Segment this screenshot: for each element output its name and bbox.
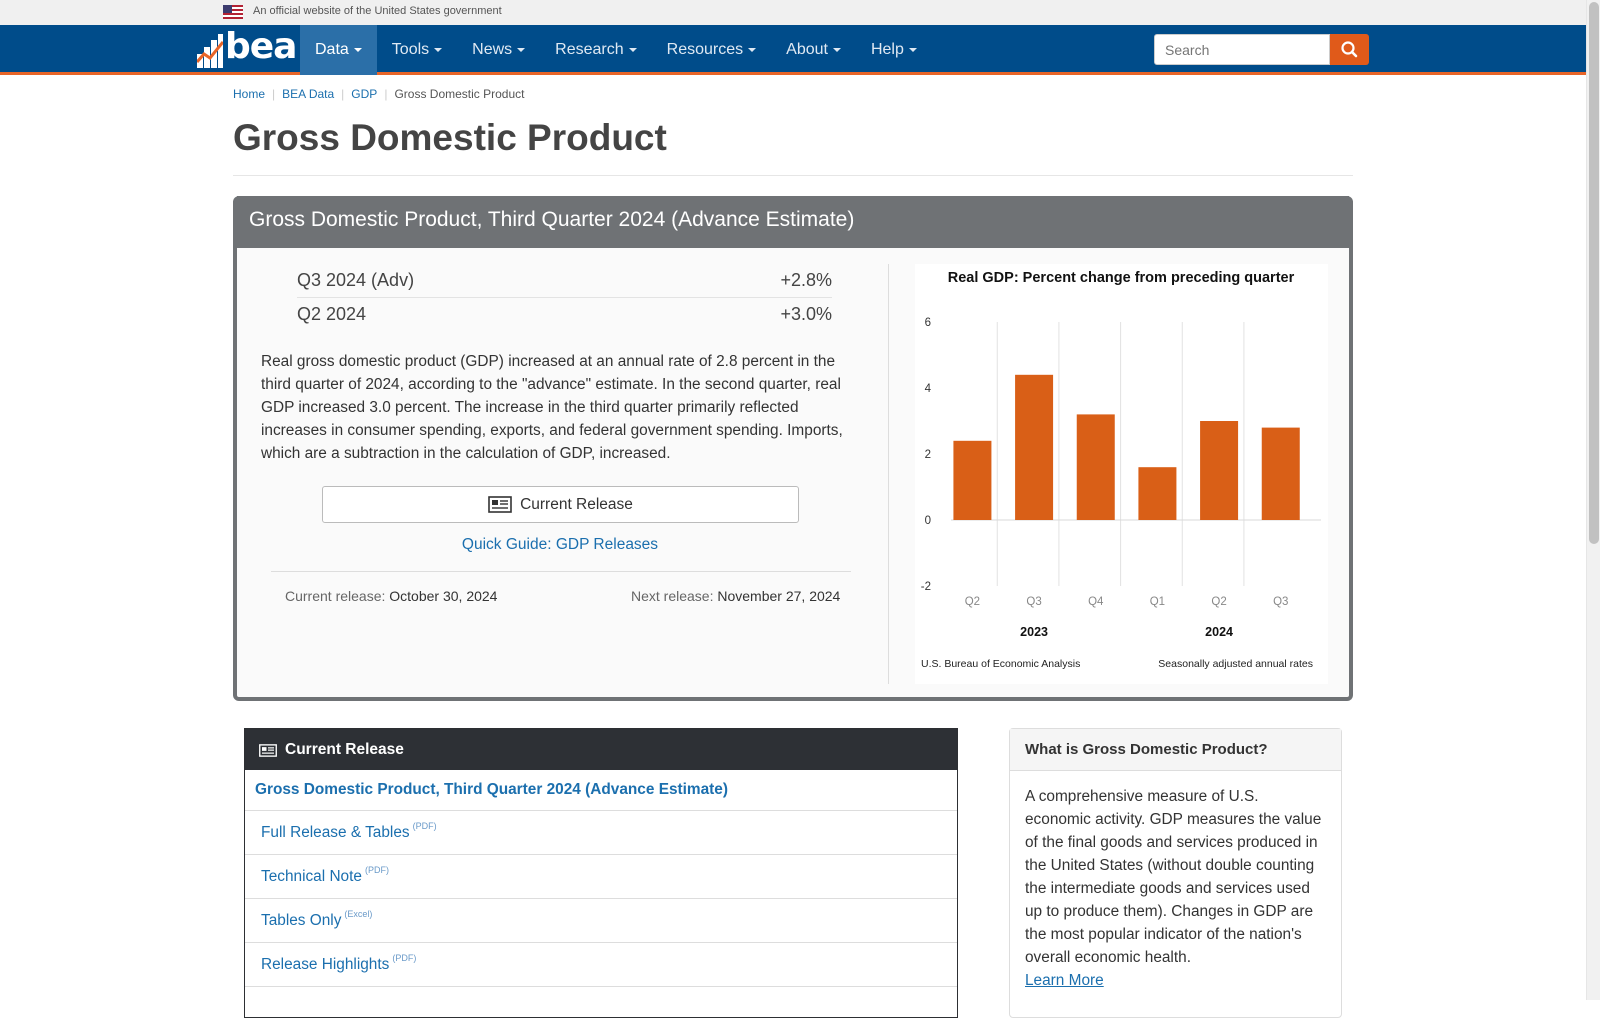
file-type-tag: (PDF) bbox=[412, 821, 437, 831]
current-release-button-label: Current Release bbox=[520, 496, 633, 513]
feature-panel: Gross Domestic Product, Third Quarter 20… bbox=[233, 196, 1353, 701]
chart-bar bbox=[1015, 374, 1054, 520]
stat-value: +2.8% bbox=[780, 270, 832, 290]
chart-x-tick-label: Q4 bbox=[1088, 596, 1104, 608]
gov-banner-text: An official website of the United States… bbox=[253, 5, 502, 17]
chart-x-tick-label: Q2 bbox=[965, 596, 980, 608]
what-is-gdp-body: A comprehensive measure of U.S. economic… bbox=[1025, 788, 1322, 966]
chart-year-label: 2024 bbox=[1205, 625, 1233, 639]
breadcrumb-home[interactable]: Home bbox=[233, 87, 266, 101]
stat-label: Q3 2024 (Adv) bbox=[297, 270, 415, 290]
tables-only-link[interactable]: Tables Only bbox=[261, 912, 342, 929]
gov-banner: An official website of the United States… bbox=[0, 0, 1600, 25]
gdp-summary: Real gross domestic product (GDP) increa… bbox=[261, 353, 843, 462]
nav-item-research[interactable]: Research bbox=[540, 25, 651, 75]
breadcrumb-bea-data[interactable]: BEA Data bbox=[282, 87, 335, 101]
current-release-card-heading: Current Release bbox=[245, 729, 957, 770]
gdp-chart: Real GDP: Percent change from preceding … bbox=[915, 264, 1328, 684]
newspaper-icon bbox=[488, 496, 512, 513]
list-item: Technical Note (PDF) bbox=[245, 855, 957, 899]
title-divider bbox=[233, 175, 1353, 176]
technical-note-link[interactable]: Technical Note bbox=[261, 868, 362, 885]
page-title: Gross Domestic Product bbox=[233, 117, 667, 158]
chart-year-label: 2023 bbox=[1020, 625, 1048, 639]
stat-label: Q2 2024 bbox=[297, 304, 367, 324]
chevron-down-icon bbox=[748, 47, 757, 52]
nav-item-tools[interactable]: Tools bbox=[377, 25, 457, 75]
nav-item-resources[interactable]: Resources bbox=[652, 25, 771, 75]
chart-y-tick-label: -2 bbox=[921, 581, 931, 593]
scrollbar-thumb[interactable] bbox=[1589, 2, 1599, 544]
chevron-down-icon bbox=[434, 47, 443, 52]
stat-row-q2: Q2 2024 +3.0% bbox=[297, 298, 832, 332]
nav-item-data[interactable]: Data bbox=[300, 25, 377, 75]
release-highlights-link[interactable]: Release Highlights bbox=[261, 956, 390, 973]
file-type-tag: (PDF) bbox=[364, 865, 389, 875]
current-release-card: Current Release Gross Domestic Product, … bbox=[244, 728, 958, 1018]
chevron-down-icon bbox=[353, 47, 362, 52]
file-type-tag: (PDF) bbox=[392, 953, 417, 963]
stat-row-q3: Q3 2024 (Adv) +2.8% bbox=[297, 264, 832, 298]
learn-more-link[interactable]: Learn More bbox=[1025, 972, 1104, 989]
release-title-link[interactable]: Gross Domestic Product, Third Quarter 20… bbox=[255, 781, 728, 798]
what-is-gdp-panel: What is Gross Domestic Product? A compre… bbox=[1009, 728, 1342, 1018]
chart-bar bbox=[953, 440, 992, 520]
us-flag-icon bbox=[223, 5, 243, 19]
page-scrollbar[interactable] bbox=[1586, 0, 1600, 1000]
stat-value: +3.0% bbox=[780, 304, 832, 324]
chart-source-note: U.S. Bureau of Economic Analysis bbox=[921, 658, 1080, 670]
list-item: Tables Only (Excel) bbox=[245, 899, 957, 943]
chart-x-tick-label: Q3 bbox=[1273, 596, 1288, 608]
panel-vertical-divider bbox=[888, 264, 889, 684]
chevron-down-icon bbox=[628, 47, 637, 52]
search-input[interactable] bbox=[1154, 34, 1330, 65]
breadcrumb-gdp[interactable]: GDP bbox=[351, 87, 378, 101]
release-title-row: Gross Domestic Product, Third Quarter 20… bbox=[245, 770, 957, 811]
list-item: Release Highlights (PDF) bbox=[245, 943, 957, 987]
feature-heading: Gross Domestic Product, Third Quarter 20… bbox=[237, 196, 1349, 248]
nav-item-about[interactable]: About bbox=[771, 25, 856, 75]
what-is-gdp-heading: What is Gross Domestic Product? bbox=[1010, 729, 1341, 771]
nav-item-news[interactable]: News bbox=[457, 25, 540, 75]
chart-bar bbox=[1076, 414, 1115, 520]
chart-x-tick-label: Q3 bbox=[1026, 596, 1041, 608]
panel-divider bbox=[271, 571, 851, 572]
bea-logo[interactable]: bea bbox=[197, 26, 297, 68]
nav-item-help[interactable]: Help bbox=[856, 25, 932, 75]
chart-x-tick-label: Q1 bbox=[1150, 596, 1165, 608]
breadcrumb: Home | BEA Data | GDP | Gross Domestic Product bbox=[233, 87, 525, 101]
breadcrumb-current: Gross Domestic Product bbox=[394, 87, 525, 101]
chart-title: Real GDP: Percent change from preceding … bbox=[948, 270, 1295, 286]
bea-logo-icon bbox=[197, 34, 223, 68]
gdp-chart-svg: Real GDP: Percent change from preceding … bbox=[921, 270, 1321, 670]
chart-adjust-note: Seasonally adjusted annual rates bbox=[1158, 658, 1313, 670]
chevron-down-icon bbox=[908, 47, 917, 52]
chart-y-tick-label: 0 bbox=[925, 515, 931, 527]
file-type-tag: (Excel) bbox=[344, 909, 373, 919]
chevron-down-icon bbox=[832, 47, 841, 52]
chart-bar bbox=[1138, 467, 1177, 520]
chart-y-tick-label: 2 bbox=[925, 449, 931, 461]
quick-guide-link[interactable]: Quick Guide: GDP Releases bbox=[461, 536, 659, 553]
chart-y-tick-label: 4 bbox=[925, 383, 932, 395]
chevron-down-icon bbox=[517, 47, 526, 52]
next-release-date: Next release: November 27, 2024 bbox=[631, 588, 841, 604]
full-release-link[interactable]: Full Release & Tables bbox=[261, 824, 410, 841]
list-item: Full Release & Tables (PDF) bbox=[245, 811, 957, 855]
chart-y-tick-label: 6 bbox=[925, 317, 931, 329]
newspaper-icon bbox=[259, 744, 277, 757]
bea-logo-text: bea bbox=[225, 26, 297, 67]
search-button[interactable] bbox=[1330, 34, 1369, 65]
current-release-date: Current release: October 30, 2024 bbox=[285, 588, 498, 604]
main-navbar: bea Data Tools News Research Resources A… bbox=[0, 25, 1586, 75]
chart-bar bbox=[1200, 421, 1239, 520]
chart-x-tick-label: Q2 bbox=[1211, 596, 1226, 608]
current-release-button[interactable]: Current Release bbox=[322, 486, 799, 523]
nav-menu: Data Tools News Research Resources About… bbox=[300, 25, 932, 75]
chart-bar bbox=[1261, 427, 1300, 520]
search-icon bbox=[1341, 41, 1358, 58]
